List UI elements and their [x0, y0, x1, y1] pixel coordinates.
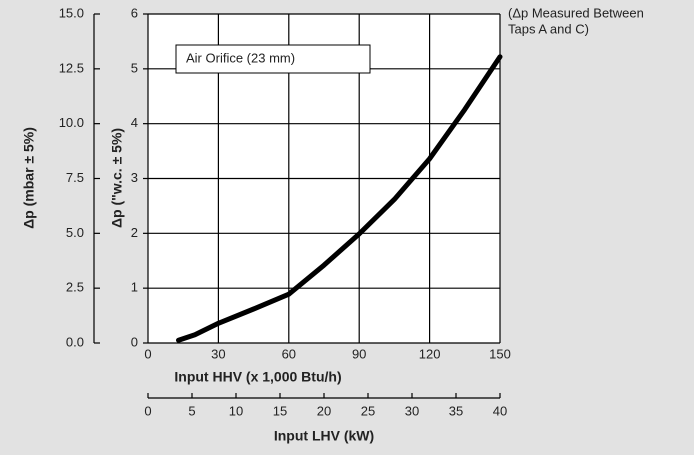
y-tick-label: 3 — [131, 170, 138, 185]
y-tick-label: 4 — [131, 115, 138, 130]
x2-tick-label: 10 — [229, 403, 243, 418]
x2-axis-label: Input LHV (kW) — [274, 428, 374, 444]
y2-tick-label: 0.0 — [66, 334, 84, 349]
y2-tick-label: 15.0 — [59, 5, 84, 20]
y-axis-label: Δp ("w.c. ± 5%) — [109, 128, 125, 228]
x2-tick-label: 5 — [188, 403, 195, 418]
y-tick-label: 0 — [131, 334, 138, 349]
y2-axis-label: Δp (mbar ± 5%) — [21, 127, 37, 229]
y-tick-label: 5 — [131, 60, 138, 75]
y2-tick-label: 2.5 — [66, 280, 84, 295]
y-tick-label: 6 — [131, 5, 138, 20]
x-tick-label: 30 — [211, 346, 225, 361]
y2-tick-label: 10.0 — [59, 115, 84, 130]
x-tick-label: 150 — [489, 346, 511, 361]
y2-tick-label: 7.5 — [66, 170, 84, 185]
x-axis-label: Input HHV (x 1,000 Btu/h) — [174, 369, 341, 385]
x2-tick-label: 20 — [317, 403, 331, 418]
x2-tick-label: 25 — [361, 403, 375, 418]
y2-tick-label: 12.5 — [59, 60, 84, 75]
y-tick-label: 1 — [131, 280, 138, 295]
note: (Δp Measured Between — [508, 5, 644, 20]
y2-tick-label: 5.0 — [66, 225, 84, 240]
y-tick-label: 2 — [131, 225, 138, 240]
x2-tick-label: 30 — [405, 403, 419, 418]
x2-tick-label: 40 — [493, 403, 507, 418]
x-tick-label: 0 — [144, 346, 151, 361]
note: Taps A and C) — [508, 21, 589, 36]
curve — [176, 54, 503, 343]
x-tick-label: 120 — [419, 346, 441, 361]
x2-tick-label: 15 — [273, 403, 287, 418]
x2-tick-label: 35 — [449, 403, 463, 418]
annotation-box — [175, 44, 371, 74]
x-tick-label: 60 — [282, 346, 296, 361]
annotation: Air Orifice (23 mm) — [186, 50, 295, 65]
x-tick-label: 90 — [352, 346, 366, 361]
x2-tick-label: 0 — [144, 403, 151, 418]
